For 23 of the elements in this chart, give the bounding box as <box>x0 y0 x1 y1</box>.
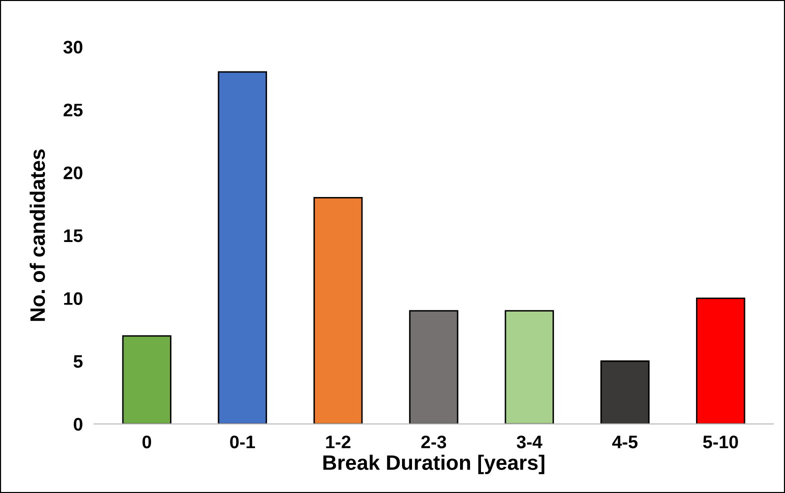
x-tick-label: 0 <box>142 436 152 448</box>
y-tick-label: 0 <box>74 418 82 431</box>
y-tick-label: 25 <box>64 104 83 116</box>
bar <box>313 197 363 424</box>
bar <box>696 298 746 424</box>
x-tick-label: 4-5 <box>612 436 638 448</box>
bar <box>218 71 268 424</box>
x-tick-label: 5-10 <box>703 436 738 448</box>
bar <box>409 310 458 424</box>
x-tick-label: 3-4 <box>516 436 542 448</box>
bar <box>504 310 554 424</box>
y-tick-label: 5 <box>74 355 83 368</box>
x-tick-label: 0-1 <box>230 436 255 448</box>
y-axis-title: No. of candidates <box>30 149 45 321</box>
x-tick-label: 2-3 <box>421 436 446 448</box>
y-tick-label: 10 <box>64 292 82 305</box>
x-axis-title: Break Duration [years] <box>323 454 544 474</box>
y-tick-label: 30 <box>63 40 82 54</box>
bar <box>122 335 172 424</box>
bar <box>600 360 650 424</box>
y-tick-label: 15 <box>64 230 83 242</box>
x-tick-label: 1-2 <box>326 436 350 448</box>
y-tick-label: 20 <box>64 166 82 180</box>
